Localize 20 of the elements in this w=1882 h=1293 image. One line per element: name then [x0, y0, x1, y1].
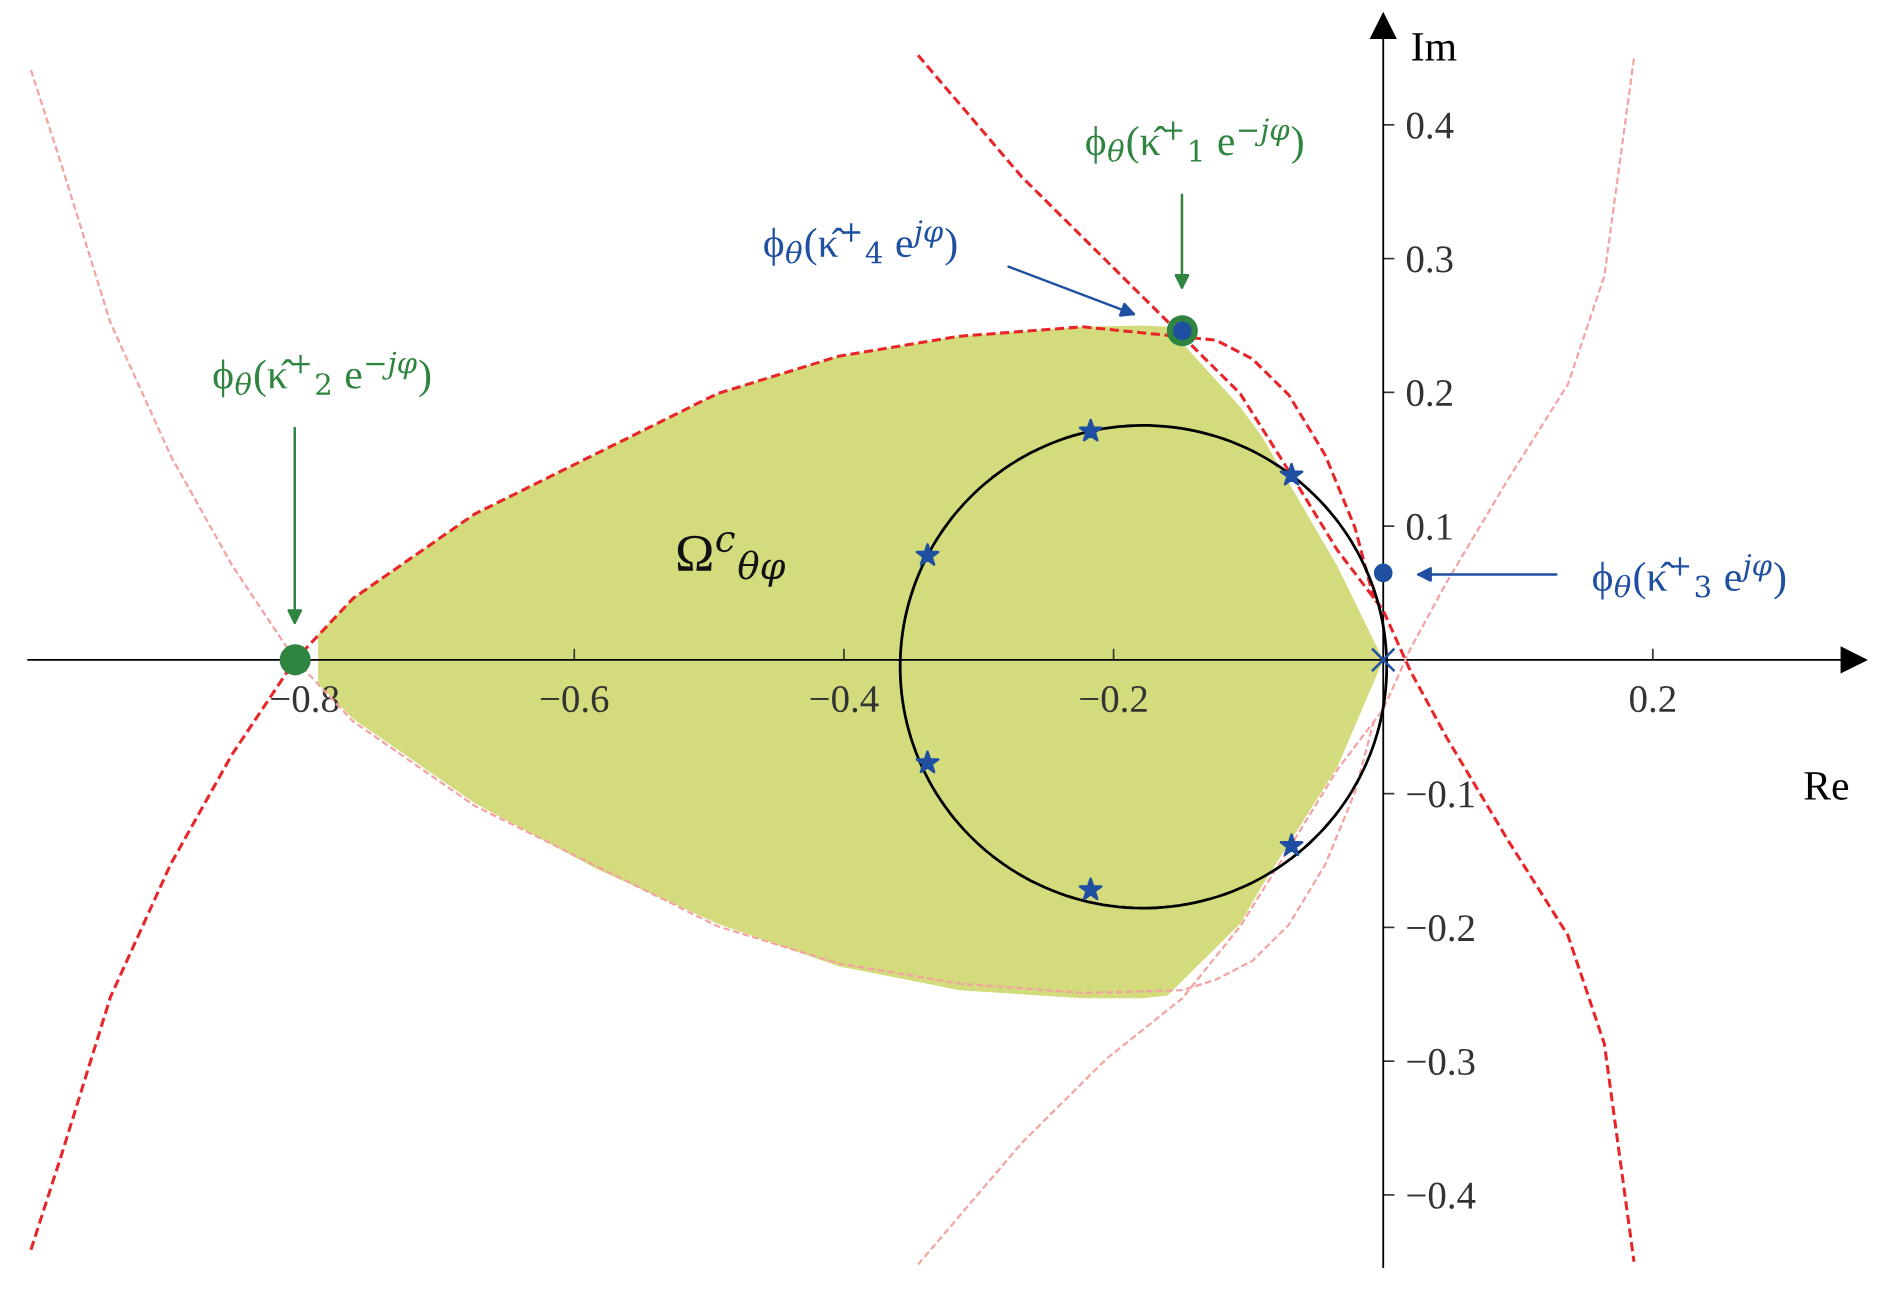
x-axis-title: Re	[1804, 772, 1849, 800]
x-tick-label: −0.4	[810, 686, 879, 713]
y-axis-title: Im	[1412, 33, 1457, 61]
y-tick-label: −0.4	[1407, 1182, 1476, 1209]
x-tick-label: −0.2	[1080, 686, 1147, 713]
x-tick-label: −0.8	[271, 686, 339, 713]
annotation: Ω$^{c}$$_{θφ}$	[677, 531, 785, 587]
x-tick-label: 0.2	[1630, 686, 1676, 713]
annotation: ϕ$_{θ}$(κ̂$^{+}$$_{4}$ e$^{jφ}$)	[764, 220, 957, 266]
x-tick-label: −0.6	[540, 686, 609, 713]
y-tick-label: −0.3	[1407, 1048, 1475, 1076]
y-tick-label: −0.1	[1407, 781, 1474, 808]
annotation: ϕ$_{θ}$(κ̂$^{+}$$_{3}$ e$^{jφ}$)	[1592, 554, 1786, 600]
y-tick-label: 0.2	[1406, 379, 1452, 407]
y-tick-label: 0.1	[1406, 513, 1452, 541]
y-tick-label: −0.2	[1407, 915, 1474, 942]
y-tick-label: 0.4	[1406, 112, 1454, 139]
annotation: ϕ$_{θ}$(κ̂$^{+}$$_{1}$ e$^{−jφ}$)	[1086, 118, 1303, 164]
y-tick-label: 0.3	[1406, 246, 1453, 273]
annotation: ϕ$_{θ}$(κ̂$^{+}$$_{2}$ e$^{−jφ}$)	[213, 351, 431, 398]
